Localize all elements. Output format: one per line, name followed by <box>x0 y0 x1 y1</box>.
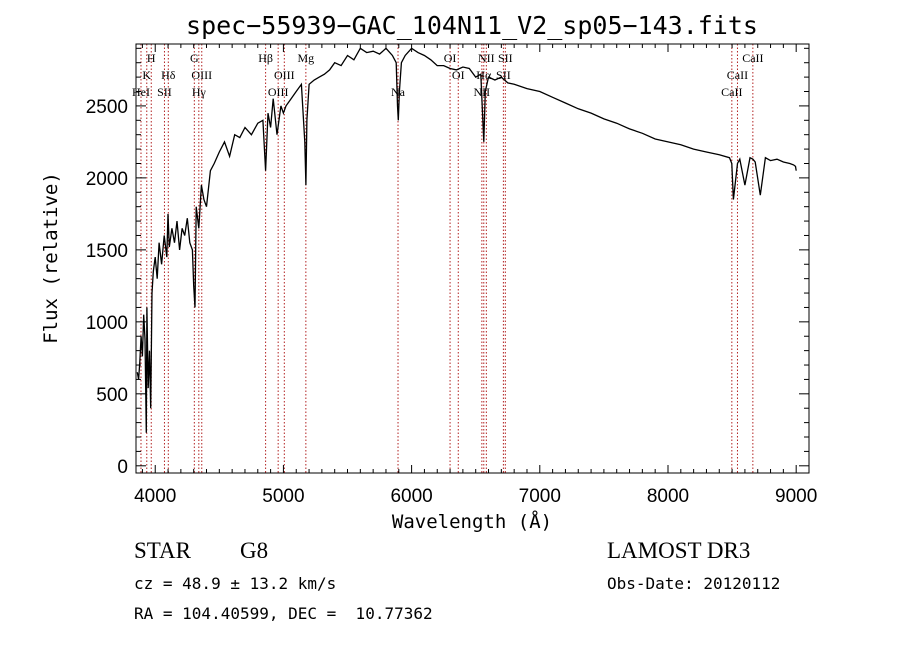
x-tick-label-4: 8000 <box>647 486 689 507</box>
y-axis-ticks: 0 500 1000 1500 2000 2500 <box>86 47 809 478</box>
coordinates-text: RA = 104.40599, DEC = 10.77362 <box>134 604 433 623</box>
object-class: STAR <box>134 538 191 563</box>
line-marker-label-7: OIII <box>191 68 212 82</box>
x-tick-label-0: 4000 <box>134 486 176 507</box>
line-marker-label-22: CaII <box>742 51 763 65</box>
line-marker-label-6: Hγ <box>192 85 207 99</box>
x-tick-label-2: 6000 <box>390 486 432 507</box>
spectrum-line <box>136 47 797 433</box>
line-marker-label-12: Na <box>391 85 406 99</box>
x-tick-label-5: 9000 <box>775 486 817 507</box>
y-tick-label-1: 500 <box>96 385 128 406</box>
line-marker-label-1: K <box>142 68 151 82</box>
x-axis-ticks: 4000 5000 6000 7000 8000 9000 <box>134 44 817 507</box>
line-marker-label-20: CaII <box>721 85 742 99</box>
survey-name: LAMOST DR3 <box>607 538 751 563</box>
y-axis-label: Flux (relative) <box>40 172 62 344</box>
line-marker-label-17: NII <box>478 51 495 65</box>
x-tick-label-3: 7000 <box>519 486 561 507</box>
x-tick-label-1: 5000 <box>262 486 304 507</box>
line-marker-label-18: SII <box>496 68 511 82</box>
object-subclass: G8 <box>240 538 269 563</box>
y-tick-label-5: 2500 <box>86 97 128 118</box>
redshift-text: cz = 48.9 ± 13.2 km/s <box>134 574 337 593</box>
line-marker-label-9: OIII <box>268 85 289 99</box>
y-tick-label-3: 1500 <box>86 241 128 262</box>
line-markers <box>140 44 754 473</box>
line-marker-label-4: Hδ <box>161 68 176 82</box>
line-marker-labels: HeIKHSIIHδGHγOIIIHβOIIIOIIIMgNaOIOINIIHα… <box>132 51 764 99</box>
y-tick-label-4: 2000 <box>86 169 128 190</box>
line-marker-label-5: G <box>190 51 199 65</box>
line-marker-label-8: Hβ <box>258 51 273 65</box>
line-marker-label-2: H <box>147 51 156 65</box>
line-marker-label-11: Mg <box>298 51 315 65</box>
plot-frame <box>135 43 810 474</box>
y-tick-label-0: 0 <box>117 457 128 478</box>
y-tick-label-2: 1000 <box>86 313 128 334</box>
line-marker-label-13: OI <box>444 51 457 65</box>
x-axis-label: Wavelength (Å) <box>392 510 552 533</box>
obs-date-text: Obs-Date: 20120112 <box>607 574 781 593</box>
line-marker-label-3: SII <box>157 85 172 99</box>
line-marker-label-19: SII <box>498 51 513 65</box>
line-marker-label-14: OI <box>452 68 465 82</box>
line-marker-label-21: CaII <box>727 68 748 82</box>
chart-title: spec−55939−GAC_104N11_V2_sp05−143.fits <box>186 11 758 40</box>
line-marker-label-10: OIII <box>274 68 295 82</box>
